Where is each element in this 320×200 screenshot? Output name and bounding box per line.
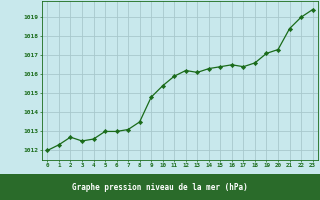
Text: Graphe pression niveau de la mer (hPa): Graphe pression niveau de la mer (hPa) <box>72 182 248 192</box>
